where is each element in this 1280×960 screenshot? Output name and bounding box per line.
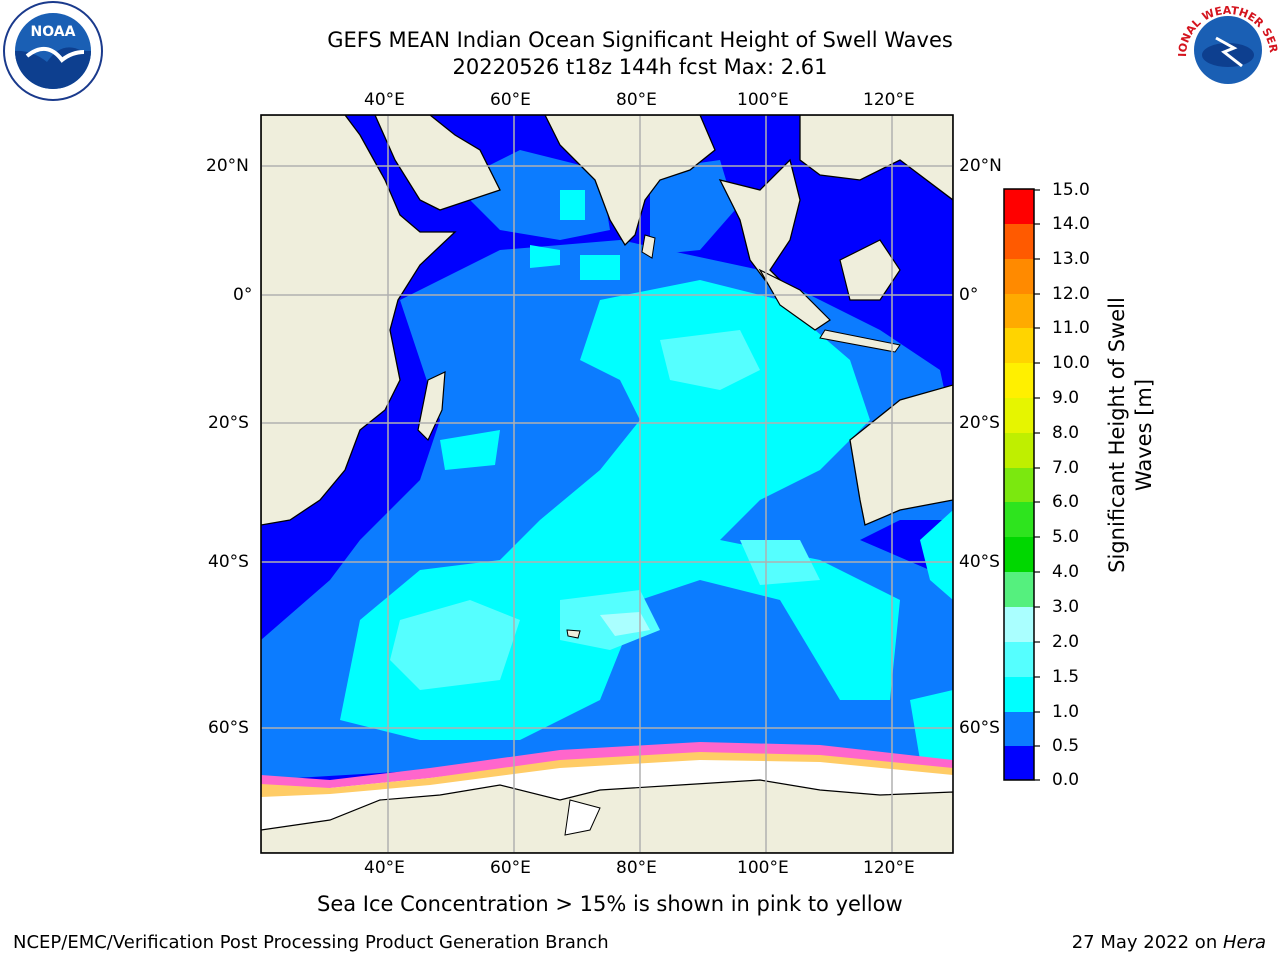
colorbar-tick: 6.0 [1052,492,1080,512]
colorbar-tick: 15.0 [1052,180,1090,200]
colorbar-tick: 1.0 [1052,702,1080,722]
lat-label-right: 20°S [959,413,1000,433]
footer-date: 27 May 2022 on Hera [1072,932,1266,954]
colorbar-tick: 7.0 [1052,458,1080,478]
footer-host: Hera [1222,932,1266,953]
map-title: GEFS MEAN Indian Ocean Significant Heigh… [327,28,953,52]
lon-label-bottom: 120°E [863,858,915,878]
lat-label-right: 60°S [959,718,1000,738]
colorbar-tick: 0.0 [1052,770,1080,790]
footer-date-text: 27 May 2022 on [1071,932,1223,953]
lat-label-left: 20°N [206,156,249,176]
colorbar-tick: 10.0 [1052,353,1090,373]
colorbar [1003,188,1040,781]
colorbar-tick: 13.0 [1052,249,1090,269]
lat-label-right: 0° [959,285,979,305]
sea-ice-note: Sea Ice Concentration > 15% is shown in … [317,892,903,916]
colorbar-tick: 9.0 [1052,388,1080,408]
lat-label-left: 20°S [208,413,249,433]
colorbar-tick: 5.0 [1052,527,1080,547]
colorbar-tick: 8.0 [1052,423,1080,443]
lon-label-bottom: 60°E [490,858,531,878]
colorbar-tick: 2.0 [1052,632,1080,652]
colorbar-label-line2: Waves [m] [1132,378,1156,492]
lon-label-top: 100°E [737,90,789,110]
lat-label-left: 0° [233,285,253,305]
svg-text:NOAA: NOAA [31,24,76,40]
nws-logo: NATIONAL WEATHER SERVICE [1176,0,1280,100]
lat-label-left: 60°S [208,718,249,738]
map-subtitle: 20220526 t18z 144h fcst Max: 2.61 [452,55,828,79]
colorbar-tick: 4.0 [1052,562,1080,582]
colorbar-label: Significant Height of Swell Waves [m] [1104,235,1158,635]
lat-label-right: 40°S [959,552,1000,572]
lat-label-right: 20°N [959,156,1002,176]
noaa-logo: NOAA [2,0,104,102]
lat-label-left: 40°S [208,552,249,572]
colorbar-label-line1: Significant Height of Swell [1105,297,1129,573]
colorbar-tick: 0.5 [1052,736,1080,756]
colorbar-tick: 11.0 [1052,318,1090,338]
colorbar-tick: 3.0 [1052,597,1080,617]
lon-label-bottom: 80°E [616,858,657,878]
lon-label-bottom: 40°E [364,858,405,878]
lon-label-top: 80°E [616,90,657,110]
lon-label-top: 120°E [863,90,915,110]
footer-credit: NCEP/EMC/Verification Post Processing Pr… [13,932,609,953]
lon-label-top: 40°E [364,90,405,110]
colorbar-tick: 1.5 [1052,667,1080,687]
colorbar-tick: 12.0 [1052,284,1090,304]
lon-label-bottom: 100°E [737,858,789,878]
colorbar-tick: 14.0 [1052,214,1090,234]
lon-label-top: 60°E [490,90,531,110]
